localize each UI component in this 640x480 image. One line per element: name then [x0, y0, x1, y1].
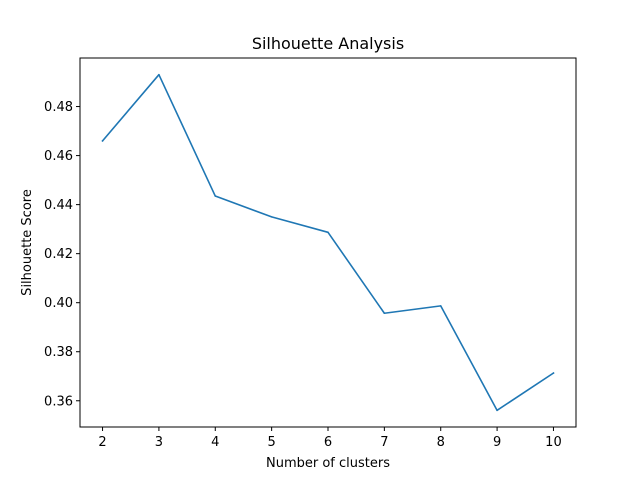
- data-point: [101, 140, 104, 142]
- y-tick-label: 0.46: [44, 149, 73, 164]
- data-point: [552, 372, 555, 374]
- data-point: [439, 305, 442, 307]
- x-axis-ticks: 2 3 4 5 6 7 8 9 10: [98, 427, 562, 450]
- chart-title: Silhouette Analysis: [252, 34, 404, 53]
- y-tick-label: 0.48: [44, 100, 73, 115]
- y-tick-label: 0.36: [44, 394, 73, 409]
- y-axis-label: Silhouette Score: [20, 189, 35, 296]
- x-tick-label: 8: [437, 435, 445, 450]
- x-tick-label: 4: [211, 435, 219, 450]
- x-tick-label: 6: [324, 435, 332, 450]
- x-tick-label: 7: [380, 435, 388, 450]
- y-tick-label: 0.40: [44, 296, 73, 311]
- plot-frame: [79, 57, 577, 428]
- data-point: [270, 216, 273, 218]
- y-tick-label: 0.42: [44, 247, 73, 262]
- y-tick-label: 0.44: [44, 198, 73, 213]
- x-tick-label: 5: [267, 435, 275, 450]
- y-tick-label: 0.38: [44, 345, 73, 360]
- x-tick-label: 10: [545, 435, 562, 450]
- x-axis-label: Number of clusters: [266, 456, 390, 471]
- data-point: [496, 409, 498, 412]
- x-tick-label: 9: [493, 435, 501, 450]
- y-axis-ticks: 0.36 0.38 0.40 0.42 0.44 0.46 0.48: [44, 100, 80, 409]
- data-point: [327, 231, 329, 234]
- x-tick-label: 3: [155, 435, 163, 450]
- x-tick-label: 2: [98, 435, 106, 450]
- series-group: [101, 73, 555, 412]
- data-point: [158, 73, 160, 76]
- data-point: [383, 312, 386, 315]
- data-point: [214, 195, 217, 197]
